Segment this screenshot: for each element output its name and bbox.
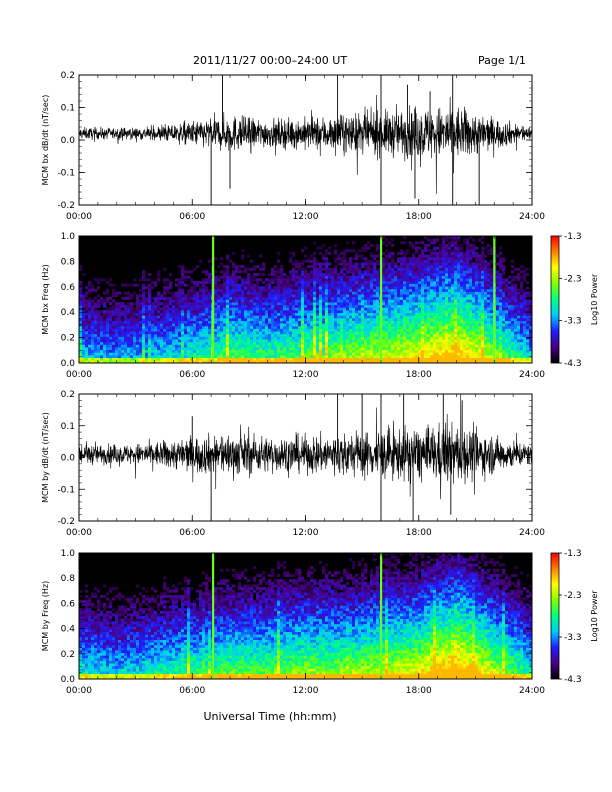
x-tick-label: 00:00 — [66, 212, 92, 222]
x-tick-label: 12:00 — [293, 370, 319, 380]
y-tick-label: 1.0 — [61, 232, 76, 242]
x-tick-label: 18:00 — [406, 528, 432, 538]
spectrogram-bright-line — [493, 236, 496, 363]
y-tick-label: 0.2 — [61, 71, 75, 81]
spectrogram-bright-line — [212, 553, 215, 679]
y-tick-label: 0.0 — [61, 454, 76, 464]
colorbar-tick-label: -1.3 — [564, 549, 582, 559]
y-tick-label: -0.1 — [57, 485, 75, 495]
x-tick-label: 06:00 — [179, 370, 205, 380]
y-tick-label: 0.0 — [61, 359, 76, 369]
x-tick-label: 00:00 — [66, 370, 92, 380]
x-tick-label: 06:00 — [179, 528, 205, 538]
y-axis-label: MCM by dB/dt (nT/sec) — [41, 412, 50, 503]
y-tick-label: 0.1 — [61, 422, 75, 432]
y-axis-label: MCM bx Freq (Hz) — [41, 264, 50, 334]
colorbar-tick-label: -4.3 — [564, 359, 582, 369]
colorbar — [550, 235, 560, 364]
x-axis-title: Universal Time (hh:mm) — [203, 710, 337, 723]
spectrogram-bright-line — [380, 236, 383, 363]
spectrogram-panel-bx: 00:00 06:00 12:00 18:00 24:00 1.0 0.8 0.6 0.4 0.2… — [41, 232, 599, 380]
colorbar-tick-label: -3.3 — [564, 633, 582, 643]
spectrogram-cells — [79, 553, 533, 680]
x-tick-label: 24:00 — [519, 370, 545, 380]
spectrogram-bright-line — [380, 553, 383, 679]
y-axis-label: MCM bx dB/dt (nT/sec) — [41, 95, 50, 186]
x-tick-label: 00:00 — [66, 686, 92, 696]
line-panel-bx: 00:00 06:00 12:00 18:00 24:00 0.2 0.1 0.0 -0.1 -0… — [41, 71, 545, 222]
x-tick-label: 18:00 — [406, 370, 432, 380]
y-tick-label: 0.0 — [61, 675, 76, 685]
y-tick-label: 0.1 — [61, 104, 75, 114]
signal-trace — [78, 94, 533, 194]
x-tick-label: 06:00 — [179, 212, 205, 222]
colorbar-label: Log10 Power — [590, 273, 599, 325]
y-tick-label: 0.6 — [61, 283, 76, 293]
x-tick-label: 00:00 — [66, 528, 92, 538]
colorbar-tick-label: -4.3 — [564, 675, 582, 685]
x-tick-label: 18:00 — [406, 686, 432, 696]
x-tick-label: 06:00 — [179, 686, 205, 696]
colorbar-tick-label: -2.3 — [564, 591, 582, 601]
x-tick-label: 12:00 — [293, 528, 319, 538]
page-title: 2011/11/27 00:00–24:00 UT — [193, 54, 348, 67]
y-tick-label: -0.1 — [57, 169, 75, 179]
colorbar-label: Log10 Power — [590, 590, 599, 642]
x-tick-label: 24:00 — [519, 686, 545, 696]
y-tick-label: 0.8 — [61, 574, 76, 584]
y-tick-label: 0.4 — [61, 308, 76, 318]
colorbar — [550, 552, 560, 680]
line-panel-by: 00:00 06:00 12:00 18:00 24:00 0.2 0.1 0.0 -0.1 -0… — [41, 390, 545, 538]
y-tick-label: 1.0 — [61, 549, 76, 559]
y-tick-label: 0.8 — [61, 257, 76, 267]
page-number: Page 1/1 — [478, 54, 526, 67]
x-tick-label: 18:00 — [406, 212, 432, 222]
y-tick-label: 0.2 — [61, 650, 75, 660]
x-tick-label: 24:00 — [519, 528, 545, 538]
y-tick-label: 0.2 — [61, 334, 75, 344]
spectrogram-cells — [79, 236, 533, 364]
y-tick-label: -0.2 — [57, 201, 75, 211]
colorbar-tick-label: -2.3 — [564, 274, 582, 284]
y-axis-label: MCM by Freq (Hz) — [41, 581, 50, 651]
signal-trace — [78, 393, 533, 500]
spectrogram-bright-line — [212, 236, 215, 363]
y-tick-label: 0.2 — [61, 390, 75, 400]
spectrogram-panel-by: 00:00 06:00 12:00 18:00 24:00 1.0 0.8 0.6 0.4 0.2… — [41, 549, 599, 696]
y-tick-label: 0.0 — [61, 136, 76, 146]
y-tick-label: 0.4 — [61, 625, 76, 635]
y-tick-label: -0.2 — [57, 517, 75, 527]
x-tick-label: 24:00 — [519, 212, 545, 222]
y-tick-label: 0.6 — [61, 599, 76, 609]
colorbar-tick-label: -1.3 — [564, 232, 582, 242]
x-tick-label: 12:00 — [293, 686, 319, 696]
x-tick-label: 12:00 — [293, 212, 319, 222]
colorbar-tick-label: -3.3 — [564, 317, 582, 327]
